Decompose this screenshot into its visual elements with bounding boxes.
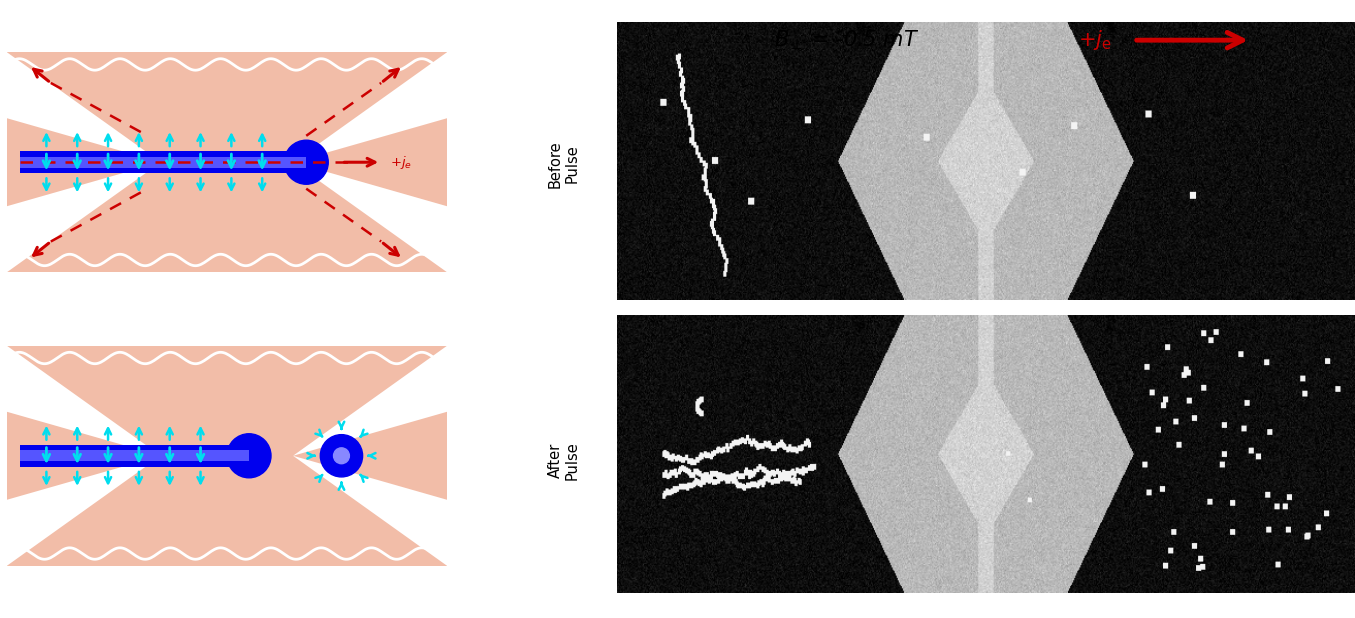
Polygon shape bbox=[293, 345, 447, 455]
Polygon shape bbox=[20, 445, 249, 467]
Polygon shape bbox=[20, 451, 249, 461]
Text: $+j_e$: $+j_e$ bbox=[390, 154, 412, 171]
Circle shape bbox=[320, 434, 363, 477]
Polygon shape bbox=[7, 345, 161, 455]
Text: Before
Pulse: Before Pulse bbox=[547, 140, 580, 188]
Polygon shape bbox=[7, 455, 161, 566]
Polygon shape bbox=[7, 162, 161, 273]
Polygon shape bbox=[20, 157, 306, 167]
Circle shape bbox=[285, 140, 328, 184]
Circle shape bbox=[228, 434, 271, 478]
Polygon shape bbox=[293, 455, 447, 566]
Circle shape bbox=[333, 448, 350, 464]
Text: $+j_{\rm e}$: $+j_{\rm e}$ bbox=[1077, 28, 1111, 52]
Polygon shape bbox=[7, 52, 161, 162]
Polygon shape bbox=[293, 162, 447, 273]
Polygon shape bbox=[293, 52, 447, 162]
Polygon shape bbox=[20, 151, 306, 173]
Text: After
Pulse: After Pulse bbox=[547, 441, 580, 480]
Polygon shape bbox=[7, 345, 447, 566]
Text: $B_\perp$ = -0.5 mT: $B_\perp$ = -0.5 mT bbox=[774, 28, 920, 52]
Polygon shape bbox=[7, 52, 447, 273]
